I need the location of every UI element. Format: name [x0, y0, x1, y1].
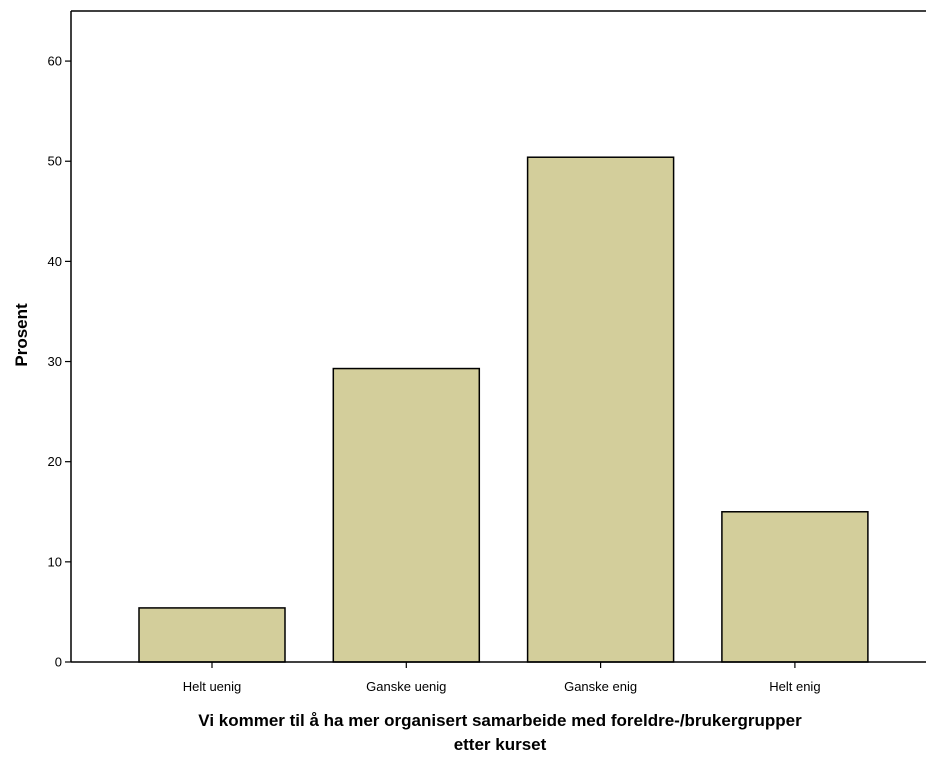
plot-frame — [70, 10, 926, 663]
bar — [721, 511, 869, 663]
y-axis-title: Prosent — [12, 303, 31, 367]
y-tick-label: 60 — [48, 54, 62, 69]
x-tick-label: Helt uenig — [183, 679, 242, 694]
y-tick-label: 40 — [48, 254, 62, 269]
y-tick-label: 50 — [48, 154, 62, 169]
x-tick-label: Ganske uenig — [366, 679, 446, 694]
bar — [138, 607, 286, 663]
x-tick-label: Ganske enig — [564, 679, 637, 694]
y-tick-label: 20 — [48, 454, 62, 469]
y-axis-ticks: 0 10 20 30 40 50 60 — [48, 54, 71, 670]
y-tick-label: 30 — [48, 354, 62, 369]
x-axis-title-line-1: Vi kommer til å ha mer organisert samarb… — [198, 711, 802, 730]
x-tick-label: Helt enig — [769, 679, 820, 694]
x-axis-title-line-2: etter kurset — [454, 735, 547, 754]
bars — [138, 156, 869, 663]
y-tick-label: 10 — [48, 554, 62, 569]
y-tick-label: 0 — [55, 655, 62, 670]
bar — [526, 156, 675, 663]
bar — [332, 367, 481, 663]
x-axis-ticks: Helt uenig Ganske uenig Ganske enig Helt en… — [183, 662, 821, 694]
